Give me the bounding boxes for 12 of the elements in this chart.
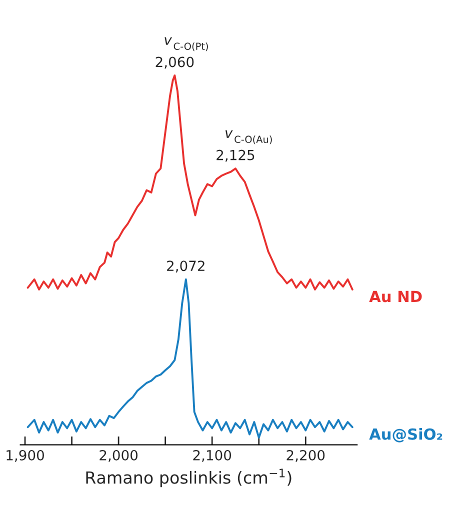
series-label: Au@SiO₂ — [369, 428, 442, 442]
x-tick-label: 1,900 — [6, 450, 44, 462]
series-label: Au ND — [369, 290, 422, 302]
x-tick-label: 2,000 — [100, 450, 138, 462]
x-axis-title: Ramano poslinkis (cm$^{−1}$) — [86, 468, 292, 488]
annotation: 2,060 — [156, 56, 194, 69]
annotation: 2,125 — [216, 150, 254, 162]
annotation: 2,072 — [167, 260, 204, 273]
x-tick-label: 2,100 — [193, 450, 232, 462]
x-tick-label: 2,200 — [286, 450, 325, 462]
annotation: vC-O(Pt) — [164, 37, 208, 52]
annotation: vC-O(Au) — [225, 130, 272, 144]
